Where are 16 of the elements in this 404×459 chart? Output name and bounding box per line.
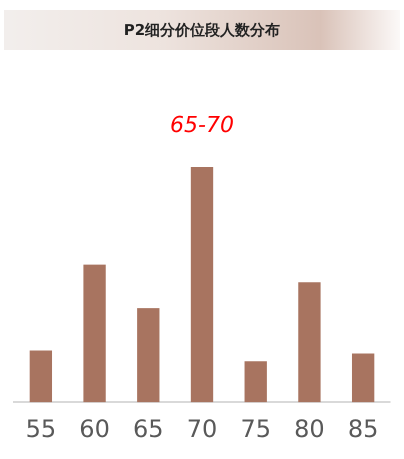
x-tick-label: 60 <box>79 414 110 443</box>
x-tick-label: 65 <box>133 414 164 443</box>
bar <box>190 167 214 402</box>
text: 65-70 <box>170 113 234 138</box>
x-tick-label: 75 <box>240 414 271 443</box>
bar <box>83 264 106 402</box>
x-tick-label: 55 <box>26 414 56 443</box>
bar <box>298 282 321 402</box>
bar <box>244 361 267 402</box>
bar <box>137 308 160 402</box>
x-tick-label: 70 <box>186 414 218 443</box>
x-tick-label: 85 <box>348 414 378 443</box>
bar <box>30 350 52 402</box>
x-tick-label: 80 <box>294 414 325 443</box>
chart-title: P2细分价位段人数分布 <box>4 10 400 50</box>
bar <box>352 354 374 402</box>
